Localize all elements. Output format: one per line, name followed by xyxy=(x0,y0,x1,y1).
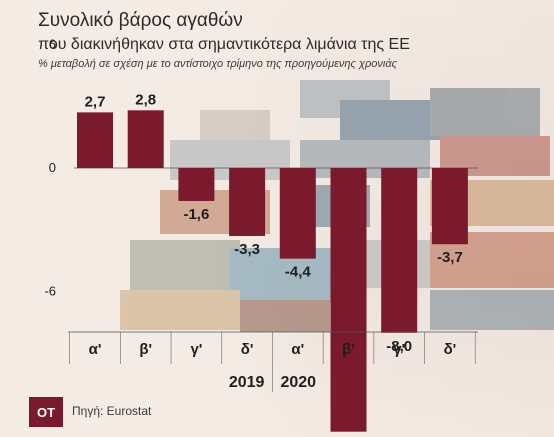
data-label: -3,7 xyxy=(437,249,463,266)
x-tick-label: γ' xyxy=(190,341,202,358)
bar xyxy=(279,168,316,259)
data-label: -1,6 xyxy=(183,206,209,223)
source-text: Πηγή: Eurostat xyxy=(72,404,152,418)
data-label: -8,0 xyxy=(386,338,412,355)
data-label: 2,8 xyxy=(135,91,156,108)
group-label: 2020 xyxy=(280,374,316,391)
bar xyxy=(229,168,266,236)
bar xyxy=(381,168,418,333)
x-tick-label: γ' xyxy=(393,341,405,358)
bar xyxy=(178,168,215,201)
y-tick-label: 6 xyxy=(49,36,56,51)
data-label: -4,4 xyxy=(285,264,312,281)
data-label: -3,3 xyxy=(234,241,260,258)
chart-subtitle: που διακινήθηκαν στα σημαντικότερα λιμάν… xyxy=(38,36,410,53)
chart-note: % μεταβολή σε σχέση με το αντίστοιχο τρί… xyxy=(38,58,397,70)
group-label: 2019 xyxy=(229,374,265,391)
x-tick-label: β' xyxy=(342,341,355,358)
ot-logo: ΟΤ xyxy=(29,397,63,427)
x-tick-label: β' xyxy=(139,341,152,358)
x-tick-label: α' xyxy=(291,341,304,358)
x-tick-label: α' xyxy=(89,341,102,358)
bar xyxy=(330,168,367,432)
chart-title: Συνολικό βάρος αγαθών xyxy=(38,10,243,31)
bar xyxy=(127,110,164,168)
y-tick-label: 0 xyxy=(49,160,56,175)
bar xyxy=(431,168,468,245)
x-tick-label: δ' xyxy=(444,341,457,358)
data-label: 2,7 xyxy=(85,93,106,110)
y-tick-label: -6 xyxy=(44,284,56,299)
bar xyxy=(77,112,113,168)
x-tick-label: δ' xyxy=(241,341,254,358)
